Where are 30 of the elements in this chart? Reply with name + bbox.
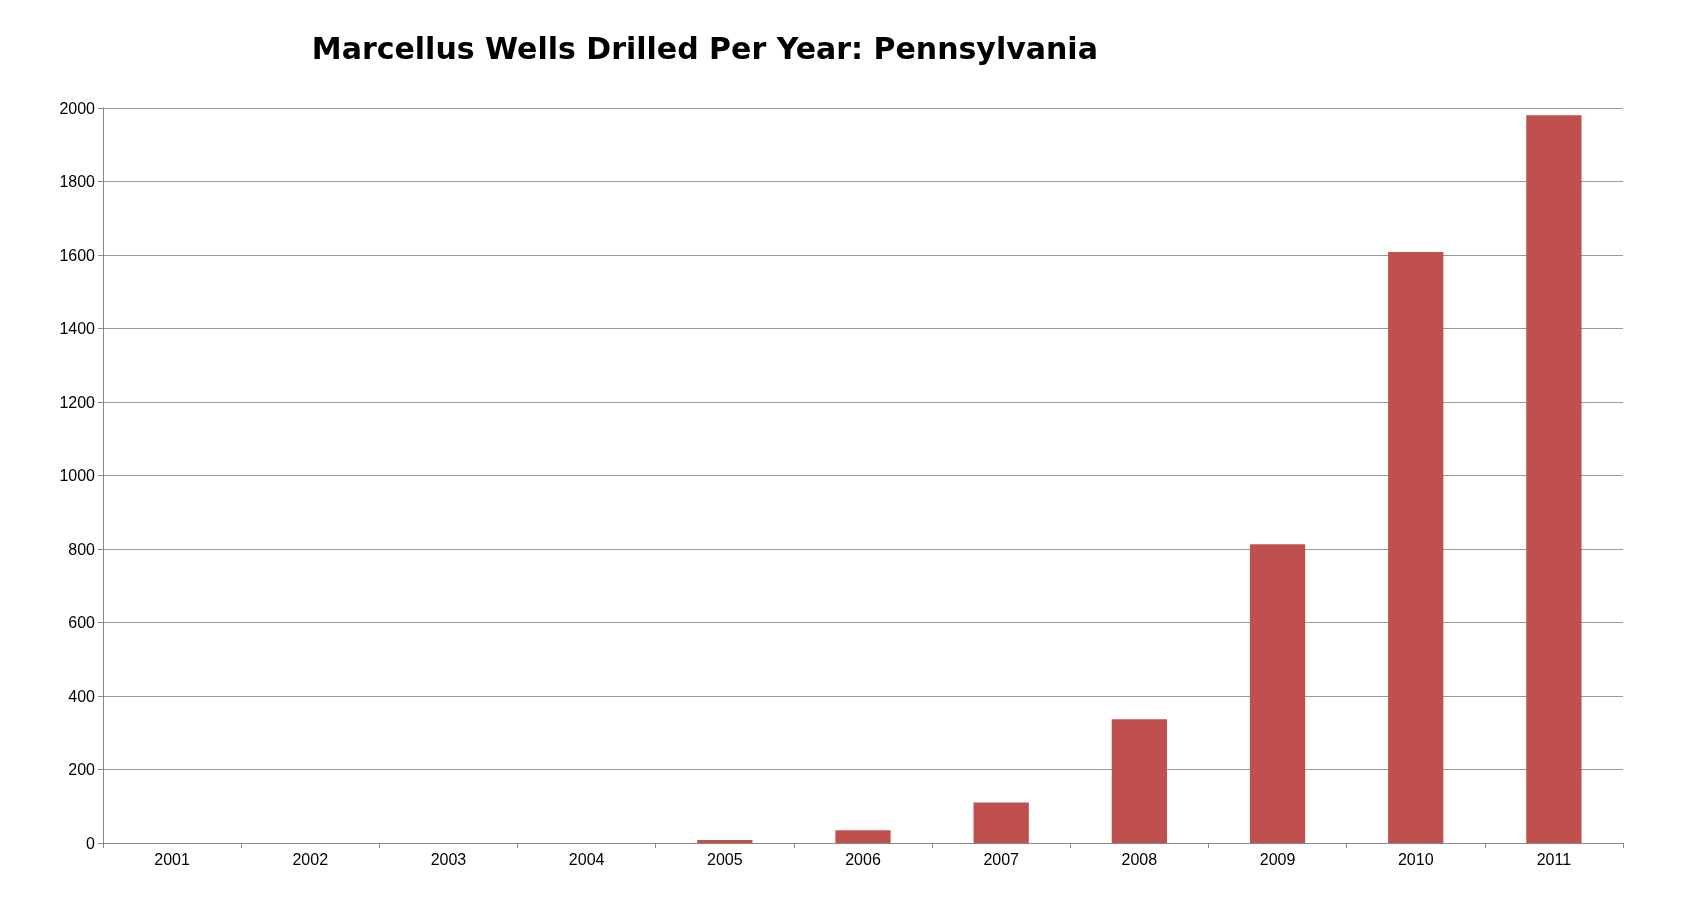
y-tick-label: 1600	[59, 246, 96, 264]
x-tick-label: 2001	[154, 850, 190, 868]
bar	[973, 802, 1029, 843]
x-tick-label: 2007	[983, 850, 1020, 868]
bar	[1111, 719, 1167, 843]
y-tick-label: 1400	[59, 320, 96, 337]
x-tick-label: 2010	[1397, 850, 1434, 868]
x-tick-label: 2008	[1121, 850, 1158, 868]
x-tick-label: 2009	[1259, 850, 1296, 868]
bar	[835, 830, 891, 843]
chart-title: Marcellus Wells Drilled Per Year: Pennsylvania	[311, 30, 1098, 66]
y-tick-label: 800	[68, 540, 96, 558]
bar	[1526, 115, 1582, 843]
x-tick-label: 2003	[430, 850, 467, 868]
x-tick-label: 2002	[292, 850, 329, 868]
bar	[697, 840, 753, 843]
x-tick-label: 2006	[845, 850, 881, 868]
y-tick-label: 200	[68, 761, 96, 778]
x-tick-label: 2011	[1536, 850, 1572, 868]
x-tick-label: 2004	[568, 850, 605, 868]
y-tick-label: 600	[68, 614, 96, 631]
y-tick-label: 2000	[59, 99, 96, 117]
y-tick-label: 1800	[59, 173, 96, 190]
y-tick-label: 1000	[59, 467, 96, 484]
bar	[1388, 252, 1444, 843]
y-tick-label: 1200	[59, 393, 96, 411]
x-tick-label: 2005	[707, 850, 743, 868]
y-tick-label: 0	[86, 834, 96, 852]
bar	[1249, 544, 1306, 843]
y-tick-label: 400	[68, 687, 96, 705]
